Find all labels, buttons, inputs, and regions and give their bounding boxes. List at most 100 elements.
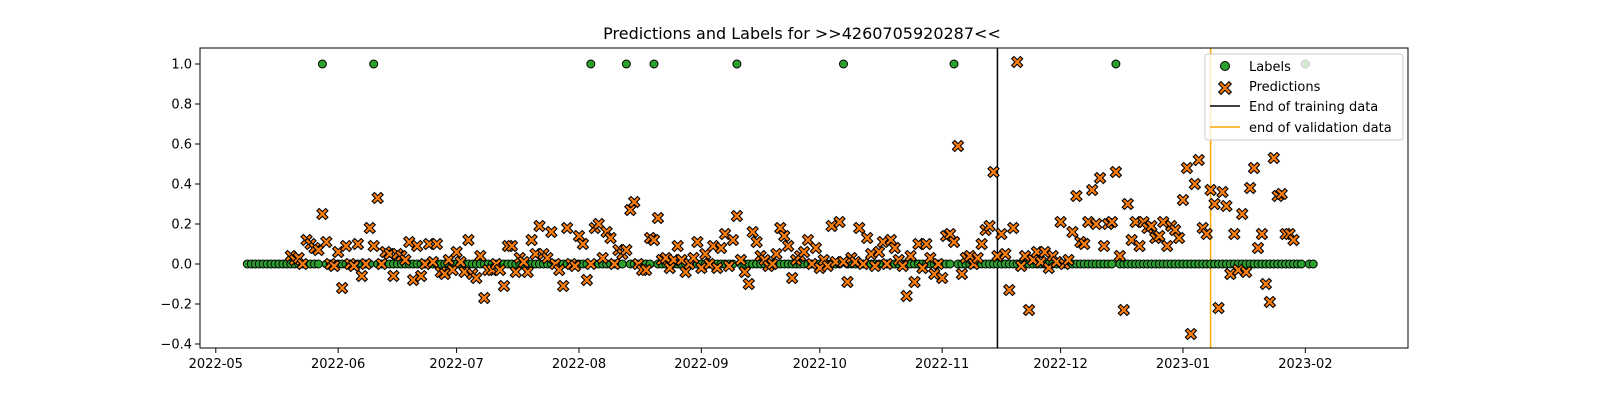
prediction-point	[312, 243, 325, 257]
prediction-point	[418, 257, 432, 271]
prediction-point	[651, 211, 665, 225]
prediction-point	[422, 237, 436, 251]
y-tick-label: 0.2	[171, 218, 192, 233]
prediction-point	[347, 259, 361, 273]
prediction-point	[473, 249, 487, 263]
prediction-point	[623, 203, 637, 217]
prediction-point	[1002, 283, 1016, 297]
prediction-point	[943, 227, 957, 241]
prediction-point	[951, 139, 965, 153]
prediction-point	[679, 265, 692, 279]
prediction-point	[430, 237, 444, 251]
prediction-point	[876, 235, 890, 249]
prediction-point	[659, 251, 673, 265]
prediction-point	[1160, 239, 1174, 253]
prediction-point	[702, 257, 716, 271]
prediction-point	[505, 239, 519, 253]
prediction-point	[402, 235, 416, 249]
prediction-point	[750, 235, 763, 249]
y-tick-label: 1.0	[171, 58, 192, 73]
prediction-point	[604, 231, 617, 245]
prediction-point	[675, 253, 688, 267]
prediction-point	[691, 235, 704, 249]
prediction-point	[560, 221, 574, 235]
prediction-point	[1026, 253, 1040, 267]
prediction-point	[1077, 237, 1091, 251]
prediction-point	[316, 207, 329, 221]
y-tick-label: 0.6	[171, 138, 192, 153]
prediction-point	[774, 221, 787, 235]
prediction-point	[880, 257, 894, 271]
prediction-point	[596, 251, 609, 265]
prediction-point	[1243, 181, 1257, 195]
prediction-point	[1133, 239, 1146, 253]
prediction-point	[545, 225, 558, 239]
label-point	[317, 59, 327, 69]
prediction-point	[1231, 263, 1245, 277]
legend-validation-text: end of validation data	[1249, 121, 1392, 136]
label-point	[945, 259, 955, 269]
label-point	[621, 59, 631, 69]
prediction-point	[813, 261, 827, 275]
prediction-point	[339, 239, 353, 253]
prediction-point	[1152, 229, 1166, 243]
prediction-point	[1156, 215, 1170, 229]
prediction-point	[1050, 255, 1063, 269]
x-tick-label: 2022-06	[311, 357, 365, 372]
prediction-point	[541, 251, 554, 265]
prediction-point	[766, 257, 779, 271]
prediction-point	[730, 209, 744, 223]
x-tick-label: 2023-01	[1156, 357, 1210, 372]
prediction-point	[734, 253, 748, 267]
prediction-point	[931, 257, 945, 271]
prediction-point	[584, 257, 598, 271]
prediction-point	[450, 245, 463, 259]
prediction-point	[726, 233, 740, 247]
prediction-point	[1204, 183, 1217, 197]
prediction-point	[576, 237, 590, 251]
label-point	[838, 59, 848, 69]
prediction-point	[477, 291, 491, 305]
prediction-point	[1168, 223, 1182, 237]
prediction-point	[1097, 239, 1111, 253]
prediction-point	[458, 265, 471, 279]
prediction-point	[1251, 241, 1265, 255]
prediction-point	[888, 241, 902, 255]
prediction-point	[580, 273, 594, 287]
prediction-point	[1172, 231, 1186, 245]
prediction-point	[809, 241, 823, 255]
prediction-point	[509, 265, 523, 279]
label-point	[649, 59, 659, 69]
prediction-point	[927, 267, 941, 281]
prediction-point	[837, 255, 850, 269]
prediction-point	[296, 257, 309, 271]
prediction-point	[1184, 327, 1198, 341]
prediction-point	[1255, 227, 1269, 241]
prediction-point	[371, 191, 384, 205]
prediction-point	[414, 269, 428, 283]
label-point	[732, 59, 742, 69]
prediction-point	[367, 239, 381, 253]
prediction-point	[825, 219, 838, 233]
prediction-point	[667, 253, 681, 267]
prediction-point	[398, 253, 412, 267]
label-point	[1111, 59, 1121, 69]
prediction-point	[995, 227, 1008, 241]
prediction-point	[805, 257, 819, 271]
label-point	[1107, 259, 1117, 269]
prediction-point	[1085, 183, 1099, 197]
prediction-point	[1022, 303, 1036, 317]
prediction-point	[781, 239, 795, 253]
prediction-point	[896, 259, 910, 273]
prediction-point	[1030, 245, 1044, 259]
prediction-point	[568, 259, 582, 273]
prediction-point	[1275, 187, 1288, 201]
chart-title: Predictions and Labels for >>42607059202…	[603, 24, 1001, 43]
prediction-point	[947, 235, 961, 249]
prediction-point	[738, 265, 752, 279]
y-tick-label: 0.4	[171, 178, 192, 193]
prediction-point	[785, 271, 799, 285]
legend-training-text: End of training data	[1249, 100, 1378, 115]
predictions-series	[284, 55, 1300, 341]
